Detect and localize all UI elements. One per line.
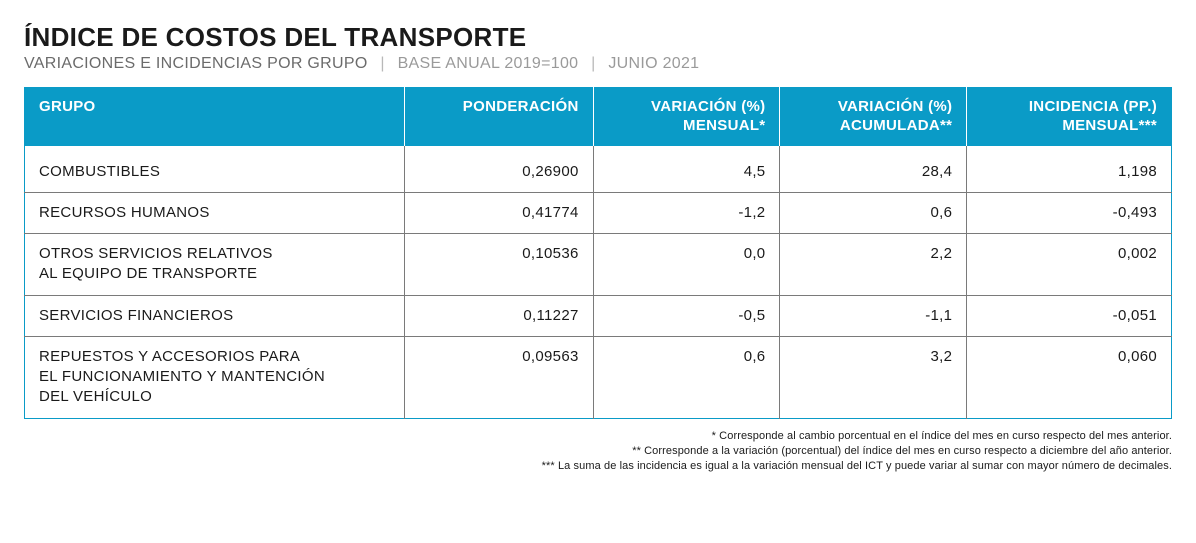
col-header-line: MENSUAL*** [1062, 117, 1157, 134]
col-var-acumulada: VARIACIÓN (%) ACUMULADA** [780, 88, 967, 146]
cell-grupo: OTROS SERVICIOS RELATIVOSAL EQUIPO DE TR… [25, 234, 405, 296]
col-ponderacion: PONDERACIÓN [405, 88, 594, 146]
cell-var-acum: 3,2 [780, 336, 967, 418]
cell-ponderacion: 0,11227 [405, 295, 594, 336]
cell-var-acum: 0,6 [780, 192, 967, 233]
cell-incidencia: 1,198 [967, 146, 1172, 193]
table-row: REPUESTOS Y ACCESORIOS PARAEL FUNCIONAMI… [25, 336, 1172, 418]
cell-incidencia: -0,051 [967, 295, 1172, 336]
cell-grupo: COMBUSTIBLES [25, 146, 405, 193]
cell-var-acum: -1,1 [780, 295, 967, 336]
cell-var-acum: 28,4 [780, 146, 967, 193]
page-title: ÍNDICE DE COSTOS DEL TRANSPORTE [24, 22, 1172, 53]
col-header-line: ACUMULADA** [840, 117, 952, 134]
cell-var-mensual: -1,2 [593, 192, 780, 233]
cell-var-acum: 2,2 [780, 234, 967, 296]
cell-ponderacion: 0,41774 [405, 192, 594, 233]
table-body: COMBUSTIBLES 0,26900 4,5 28,4 1,198 RECU… [25, 146, 1172, 419]
cell-var-mensual: 0,6 [593, 336, 780, 418]
cell-incidencia: 0,060 [967, 336, 1172, 418]
subtitle-main: VARIACIONES E INCIDENCIAS POR GRUPO [24, 55, 368, 72]
col-incidencia: INCIDENCIA (PP.) MENSUAL*** [967, 88, 1172, 146]
cell-grupo: SERVICIOS FINANCIEROS [25, 295, 405, 336]
cell-var-mensual: -0,5 [593, 295, 780, 336]
col-grupo: GRUPO [25, 88, 405, 146]
col-header-line: INCIDENCIA (PP.) [1029, 98, 1157, 115]
cell-grupo: RECURSOS HUMANOS [25, 192, 405, 233]
page-subtitle: VARIACIONES E INCIDENCIAS POR GRUPO | BA… [24, 55, 1172, 73]
footnote-1: * Corresponde al cambio porcentual en el… [24, 429, 1172, 444]
table-row: SERVICIOS FINANCIEROS 0,11227 -0,5 -1,1 … [25, 295, 1172, 336]
cell-incidencia: -0,493 [967, 192, 1172, 233]
cell-var-mensual: 4,5 [593, 146, 780, 193]
col-header-line: VARIACIÓN (%) [838, 98, 952, 115]
cell-ponderacion: 0,09563 [405, 336, 594, 418]
footnotes: * Corresponde al cambio porcentual en el… [24, 429, 1172, 475]
data-table: GRUPO PONDERACIÓN VARIACIÓN (%) MENSUAL*… [24, 87, 1172, 419]
footnote-3: *** La suma de las incidencia es igual a… [24, 459, 1172, 474]
table-row: COMBUSTIBLES 0,26900 4,5 28,4 1,198 [25, 146, 1172, 193]
col-header-line: MENSUAL* [683, 117, 765, 134]
cell-incidencia: 0,002 [967, 234, 1172, 296]
subtitle-divider: | [591, 55, 595, 72]
col-var-mensual: VARIACIÓN (%) MENSUAL* [593, 88, 780, 146]
cell-grupo: REPUESTOS Y ACCESORIOS PARAEL FUNCIONAMI… [25, 336, 405, 418]
table-row: OTROS SERVICIOS RELATIVOSAL EQUIPO DE TR… [25, 234, 1172, 296]
cell-var-mensual: 0,0 [593, 234, 780, 296]
footnote-2: ** Corresponde a la variación (porcentua… [24, 444, 1172, 459]
cell-ponderacion: 0,10536 [405, 234, 594, 296]
table-row: RECURSOS HUMANOS 0,41774 -1,2 0,6 -0,493 [25, 192, 1172, 233]
table-header-row: GRUPO PONDERACIÓN VARIACIÓN (%) MENSUAL*… [25, 88, 1172, 146]
cell-ponderacion: 0,26900 [405, 146, 594, 193]
subtitle-divider: | [380, 55, 384, 72]
subtitle-base: BASE ANUAL 2019=100 [398, 55, 579, 72]
col-header-line: VARIACIÓN (%) [651, 98, 765, 115]
subtitle-period: JUNIO 2021 [608, 55, 699, 72]
